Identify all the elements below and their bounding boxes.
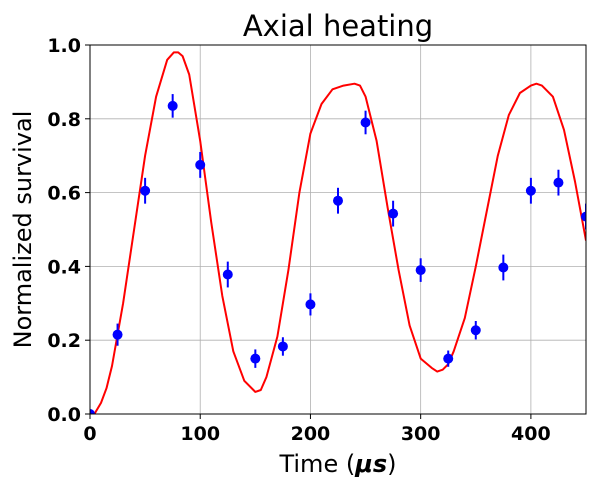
data-point [140, 185, 151, 196]
y-axis-label: Normalized survival [9, 111, 37, 349]
data-point [305, 299, 316, 310]
data-point [581, 211, 586, 222]
data-point [470, 325, 481, 336]
data-point [525, 185, 536, 196]
data-point [195, 159, 206, 170]
x-tick-label: 300 [401, 423, 441, 445]
data-point [415, 265, 426, 276]
plot-background [90, 45, 586, 414]
x-tick-label: 200 [291, 423, 331, 445]
plot-marks [90, 51, 586, 414]
data-point [112, 329, 123, 340]
chart-title: Axial heating [243, 9, 433, 43]
x-axis-label-suffix: ) [387, 450, 396, 478]
x-tick-label: 400 [511, 423, 551, 445]
data-point [222, 269, 233, 280]
y-tick-label: 0.8 [47, 109, 81, 131]
y-tick-label: 0.0 [47, 404, 81, 426]
x-axis-label: Time (μs) [278, 450, 396, 478]
x-tick-label: 0 [83, 423, 96, 445]
data-point [250, 353, 261, 364]
y-tick-label: 0.2 [47, 330, 81, 352]
data-point [360, 117, 371, 128]
data-point [167, 100, 178, 111]
data-point [277, 341, 288, 352]
axis-ticks: 0 100 200 300 400 0.0 0.2 0.4 0.6 0.8 1.0 [47, 35, 550, 445]
x-tick-label: 100 [180, 423, 220, 445]
x-axis-label-unit: μs [354, 450, 387, 478]
y-tick-label: 0.4 [47, 256, 81, 278]
data-point [443, 353, 454, 364]
x-axis-label-prefix: Time ( [278, 450, 355, 478]
data-point [553, 177, 564, 188]
plot-frame [89, 44, 587, 415]
y-tick-label: 1.0 [47, 35, 81, 57]
data-point [388, 208, 399, 219]
data-point [498, 262, 509, 273]
data-point [90, 409, 95, 414]
y-tick-label: 0.6 [47, 183, 81, 205]
data-point [333, 195, 343, 206]
fit-curve [90, 51, 586, 414]
